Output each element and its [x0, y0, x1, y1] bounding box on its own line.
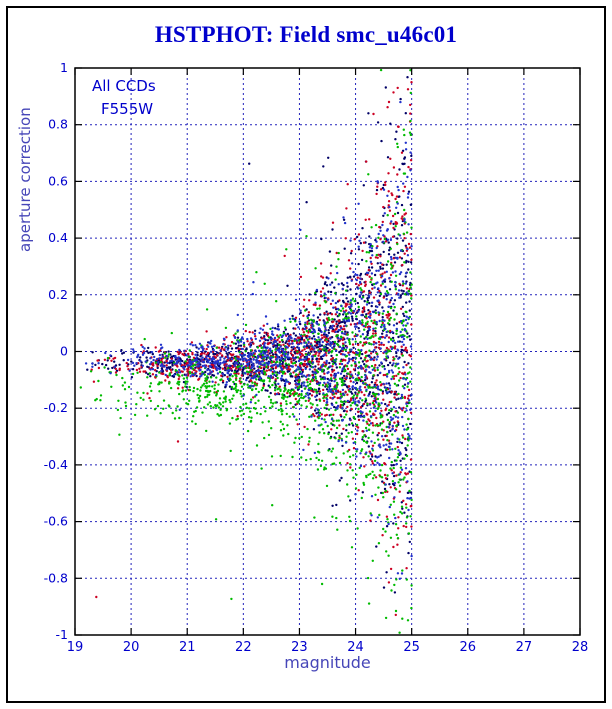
gridlines — [75, 68, 580, 635]
y-tick-labels: -1 -0.8 -0.6 -0.4 -0.2 0 0.2 0.4 0.6 0.8 1 — [44, 60, 68, 642]
svg-text:-0.6: -0.6 — [44, 514, 68, 529]
svg-text:21: 21 — [179, 640, 196, 655]
svg-text:0.6: 0.6 — [48, 173, 68, 188]
svg-text:-0.4: -0.4 — [44, 457, 68, 472]
annotation-all-ccds: All CCDs — [92, 77, 156, 95]
svg-text:20: 20 — [123, 640, 140, 655]
data-points-blue — [84, 100, 413, 580]
svg-text:28: 28 — [572, 640, 589, 655]
x-tick-labels: 19 20 21 22 23 24 25 26 27 28 — [67, 640, 589, 655]
svg-text:27: 27 — [516, 640, 533, 655]
svg-text:0.8: 0.8 — [48, 117, 68, 132]
svg-text:-0.2: -0.2 — [44, 400, 68, 415]
svg-text:24: 24 — [347, 640, 364, 655]
chart-title: HSTPHOT: Field smc_u46c01 — [154, 22, 458, 47]
svg-text:22: 22 — [235, 640, 252, 655]
svg-text:26: 26 — [460, 640, 477, 655]
svg-text:19: 19 — [67, 640, 84, 655]
data-points-green — [79, 68, 413, 634]
svg-text:0.4: 0.4 — [48, 230, 68, 245]
svg-text:0.2: 0.2 — [48, 287, 68, 302]
svg-text:25: 25 — [403, 640, 420, 655]
svg-text:-1: -1 — [56, 627, 68, 642]
x-axis-label: magnitude — [284, 653, 371, 672]
svg-text:-0.8: -0.8 — [44, 570, 68, 585]
data-points-red — [90, 81, 413, 617]
plot-frame — [74, 67, 581, 636]
svg-text:1: 1 — [60, 60, 68, 75]
annotation-filter-f555w: F555W — [101, 100, 154, 118]
svg-text:23: 23 — [291, 640, 308, 655]
svg-text:0: 0 — [60, 344, 68, 359]
